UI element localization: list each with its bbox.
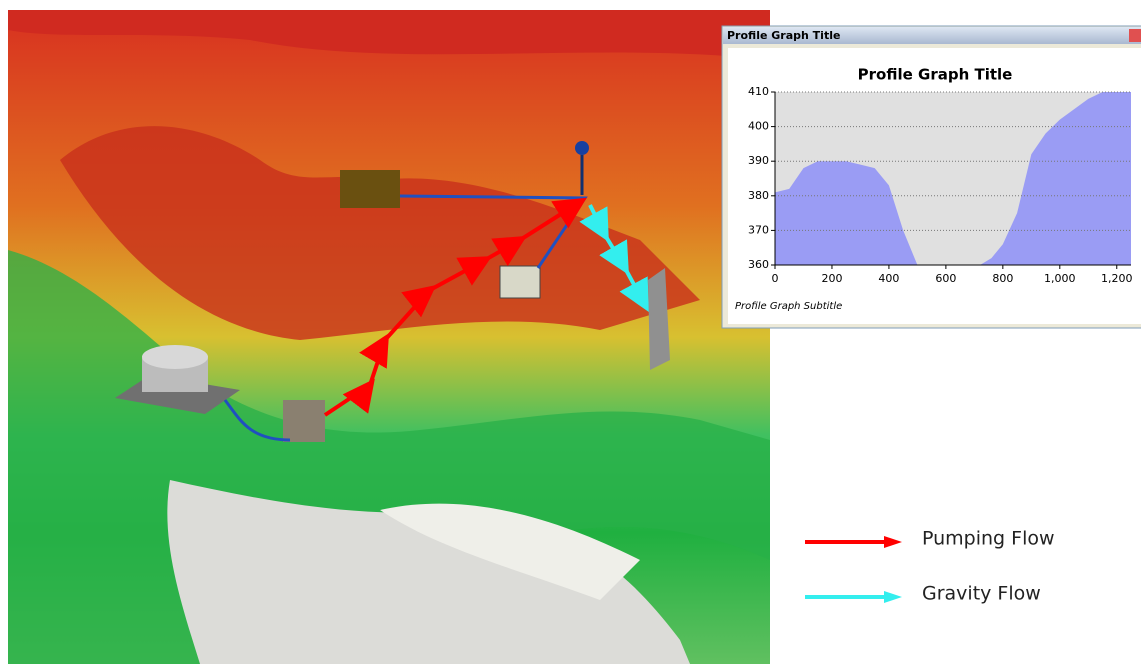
- x-tick-label: 600: [935, 272, 956, 285]
- legend-label: Gravity Flow: [922, 583, 1041, 605]
- legend: Pumping Flow Gravity Flow: [805, 528, 1055, 605]
- page: {"window": {"title": "Profile Graph Titl…: [0, 0, 1141, 664]
- profile-window: Profile Graph Title Profile Graph Title …: [722, 26, 1141, 328]
- x-tick-label: 0: [772, 272, 779, 285]
- chart-subtitle: Profile Graph Subtitle: [735, 301, 842, 312]
- legend-arrowhead: [884, 536, 902, 548]
- y-tick-label: 380: [748, 189, 769, 202]
- scene: Profile Graph Title Profile Graph Title …: [0, 0, 1141, 664]
- y-tick-label: 360: [748, 258, 769, 271]
- window-title: Profile Graph Title: [727, 29, 840, 42]
- x-tick-label: 1,000: [1044, 272, 1076, 285]
- plot: 360 370 380 390 400 410 0 200 400 600 800 1,000 1,20…: [748, 85, 1133, 285]
- legend-arrowhead: [884, 591, 902, 603]
- legend-label: Pumping Flow: [922, 528, 1055, 550]
- chart-title: Profile Graph Title: [858, 66, 1013, 84]
- y-tick-label: 410: [748, 85, 769, 98]
- close-button[interactable]: [1129, 29, 1141, 42]
- y-tick-label: 400: [748, 120, 769, 133]
- y-tick-label: 370: [748, 223, 769, 236]
- y-tick-label: 390: [748, 154, 769, 167]
- x-tick-label: 1,200: [1101, 272, 1133, 285]
- x-tick-label: 800: [992, 272, 1013, 285]
- x-tick-label: 400: [878, 272, 899, 285]
- x-tick-label: 200: [821, 272, 842, 285]
